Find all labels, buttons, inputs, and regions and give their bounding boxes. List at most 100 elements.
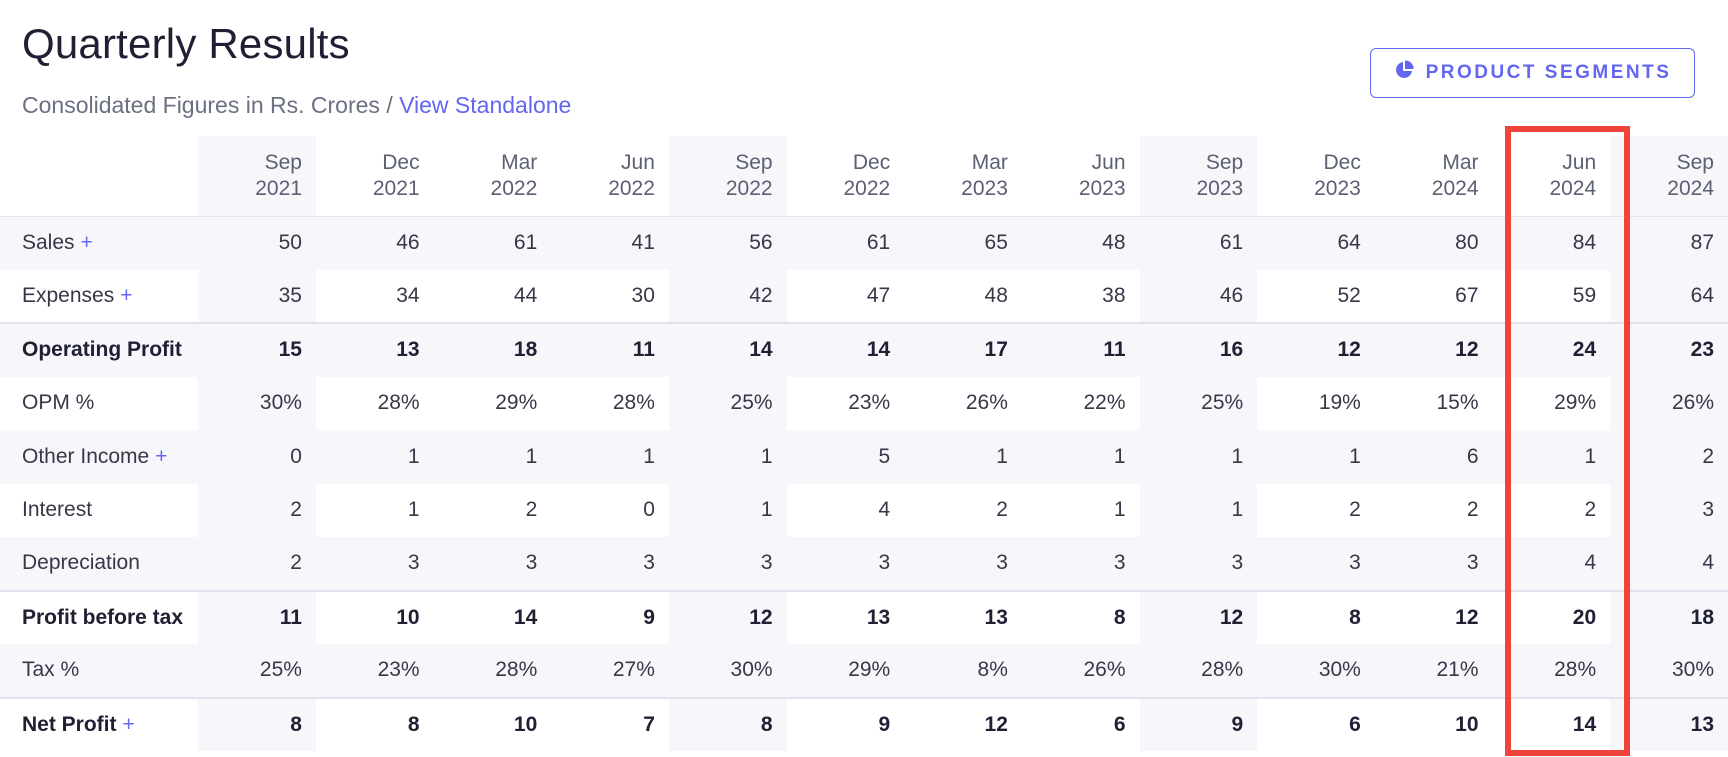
table-row[interactable]: Other Income +0 1 1 1 1 5 1 1 1 1 6 1 2: [0, 430, 1728, 484]
data-cell: 1: [1492, 430, 1611, 484]
pie-chart-icon: [1394, 60, 1414, 86]
expand-plus-icon[interactable]: +: [155, 444, 168, 468]
row-label-cell: Depreciation: [0, 537, 199, 591]
expand-plus-icon[interactable]: +: [80, 231, 93, 254]
column-month: Sep: [1676, 150, 1714, 174]
data-cell: 28%: [1492, 644, 1611, 698]
table-row: Operating Profit 15 13 18 11 14 14 17 11 16 12 12 24…: [0, 322, 1728, 377]
column-header: Jun 2023: [1022, 136, 1140, 216]
data-cell: 3: [904, 537, 1022, 591]
data-cell: 2: [198, 483, 316, 537]
data-cell: 1: [904, 430, 1022, 484]
data-cell: 2: [1584, 498, 1597, 522]
data-cell: 6: [1257, 696, 1375, 751]
table-row[interactable]: Sales +50 46 61 41 56 61 65 48 61 64 80 84 87: [0, 215, 1728, 270]
data-cell: 3: [315, 537, 434, 591]
data-cell: 2: [996, 498, 1008, 522]
view-standalone-link[interactable]: View Standalone: [399, 92, 572, 118]
data-cell: 1: [551, 430, 669, 484]
data-cell: 3: [1257, 537, 1375, 591]
row-label-cell: Interest: [0, 484, 198, 538]
data-cell: 59: [1572, 283, 1597, 307]
data-cell: 48: [1021, 215, 1140, 270]
column-month: Jun: [1562, 150, 1597, 174]
data-cell: 52: [1337, 283, 1361, 307]
data-cell: 67: [1455, 283, 1479, 307]
column-month: Dec: [382, 150, 420, 174]
header-empty-cell: [0, 136, 198, 216]
data-cell: 8: [1257, 589, 1375, 644]
column-month: Jun: [1091, 150, 1126, 174]
data-cell: 3: [1021, 537, 1140, 591]
data-cell: 25%: [198, 644, 316, 698]
data-cell: 29%: [495, 391, 538, 415]
data-cell: 3: [1610, 483, 1728, 537]
data-cell: 14: [433, 589, 552, 644]
quarterly-results-table: Sep 2021 Dec 2021 Mar 2022 Jun 2022 Sep 2022 Dec 20…: [0, 136, 1728, 751]
expand-plus-icon[interactable]: +: [122, 712, 135, 736]
data-cell: 28%: [1139, 644, 1258, 698]
column-month: Mar: [501, 150, 538, 174]
column-header: Jun 2022: [551, 136, 669, 216]
data-cell: 41: [551, 215, 669, 270]
table-row[interactable]: Expenses +35 34 44 30 42 47 48 38 46 52 67 59 64: [0, 269, 1728, 323]
row-label: Operating Profit: [22, 338, 182, 362]
data-cell: 18: [1610, 589, 1728, 644]
row-label-cell: Profit before tax: [0, 589, 199, 644]
row-label-cell: Net Profit +: [0, 696, 199, 751]
table-row: Interest 2 1 2 0 1 4 2 1 1 2 2 2 3: [0, 483, 1728, 538]
data-cell: 1: [315, 430, 434, 484]
data-cell: 61: [433, 215, 552, 270]
row-label: Other Income: [22, 444, 150, 468]
data-cell: 23: [1610, 322, 1728, 377]
product-segments-button[interactable]: PRODUCT SEGMENTS: [1370, 48, 1695, 98]
row-label-cell: OPM %: [0, 377, 198, 431]
column-header: Mar 2024: [1375, 136, 1493, 216]
data-cell: 2: [1349, 498, 1361, 522]
column-year: 2023: [1314, 176, 1361, 200]
column-year: 2024: [1549, 176, 1597, 200]
expand-plus-icon[interactable]: +: [120, 283, 133, 307]
data-cell: 1: [1021, 430, 1140, 484]
column-header: Sep 2022: [668, 136, 787, 216]
data-cell: 8%: [904, 644, 1022, 698]
data-cell: 3: [786, 537, 905, 591]
data-cell: 21%: [1374, 644, 1493, 698]
data-cell: 0: [198, 430, 316, 484]
row-label: Expenses: [22, 283, 115, 307]
column-header: Sep 2023: [1139, 136, 1258, 216]
data-cell: 3: [1139, 537, 1258, 591]
table-row[interactable]: Net Profit +8 8 10 7 8 9 12 6 9 6 10 14 13: [0, 696, 1728, 751]
column-header: Dec 2022: [787, 136, 905, 216]
column-header: Sep 2024: [1610, 136, 1728, 216]
column-year: 2022: [843, 176, 891, 200]
data-cell: 8: [1021, 589, 1140, 644]
data-cell: 29%: [786, 644, 905, 698]
column-month: Dec: [1323, 150, 1361, 174]
data-cell: 26%: [965, 391, 1008, 415]
data-cell: 64: [1610, 269, 1728, 323]
data-cell: 11: [551, 322, 669, 377]
data-cell: 30%: [668, 644, 787, 698]
data-cell: 35: [198, 269, 316, 323]
data-cell: 46: [1139, 269, 1258, 323]
data-cell: 22%: [1083, 391, 1126, 415]
data-cell: 2: [1610, 430, 1728, 484]
data-cell: 1: [1257, 430, 1375, 484]
data-cell: 6: [1021, 696, 1140, 751]
data-cell: 15%: [1436, 391, 1479, 415]
data-cell: 12: [1139, 589, 1258, 644]
row-label: Profit before tax: [22, 605, 184, 629]
data-cell: 50: [198, 215, 316, 270]
data-cell: 47: [866, 283, 891, 307]
data-cell: 4: [1492, 537, 1611, 591]
data-cell: 25%: [1139, 376, 1258, 430]
data-cell: 12: [904, 696, 1022, 751]
data-cell: 28%: [377, 391, 420, 415]
column-month: Jun: [621, 150, 655, 174]
row-label-cell: Operating Profit: [0, 322, 199, 377]
table-row: Depreciation 2 3 3 3 3 3 3 3 3 3 3 4 4: [0, 537, 1728, 591]
data-cell: 46: [315, 215, 434, 270]
data-cell: 30%: [198, 376, 316, 430]
column-header: Mar 2023: [904, 136, 1022, 216]
